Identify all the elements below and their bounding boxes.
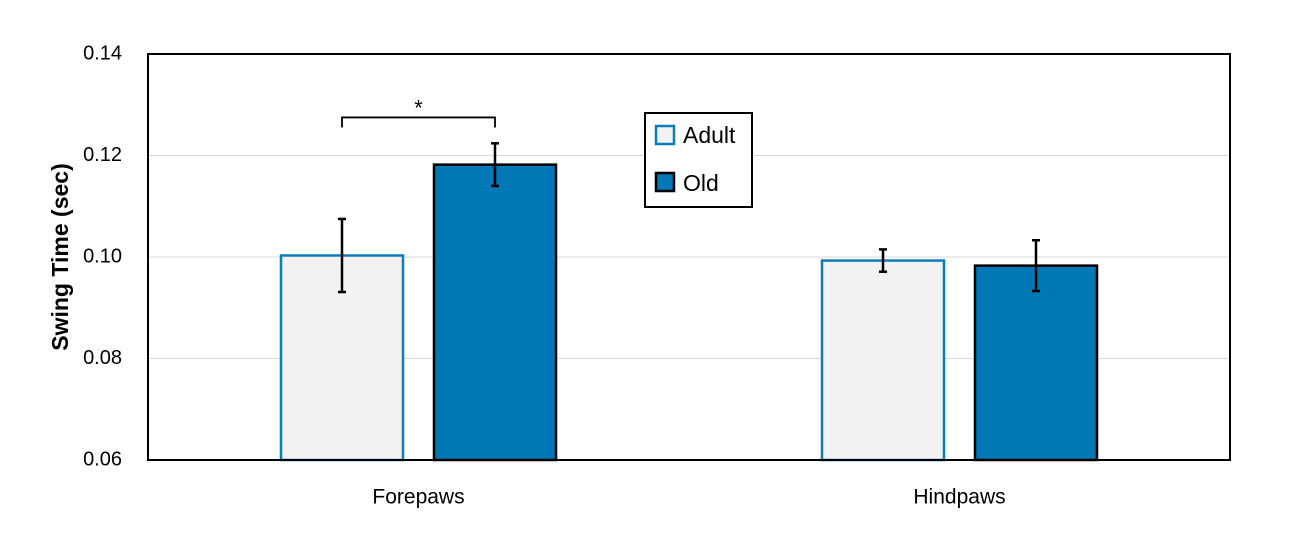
bar-adult-hindpaws <box>820 259 946 462</box>
significance-bracket: * <box>341 95 496 128</box>
y-tick-label: 0.12 <box>83 144 122 166</box>
y-tick-label: 0.10 <box>83 245 122 267</box>
error-bar-adult-hindpaws <box>879 248 887 273</box>
error-bar-adult-forepaws <box>338 217 346 294</box>
legend-swatch-adult <box>654 124 676 146</box>
significance-asterisk: * <box>414 95 423 120</box>
plot-area-frame <box>147 53 1231 461</box>
y-tick-label: 0.06 <box>83 448 122 470</box>
y-tick-label: 0.14 <box>83 42 122 64</box>
legend-swatch-old <box>654 171 676 193</box>
significance-annotations: * <box>341 95 496 128</box>
error-bar-old-hindpaws <box>1032 239 1040 293</box>
x-axis-ticks: Forepaws Hindpaws <box>372 486 1005 509</box>
x-tick-label: Forepaws <box>372 486 464 509</box>
error-bar-old-forepaws <box>491 142 499 188</box>
y-axis-label: Swing Time (sec) <box>47 163 73 350</box>
bars <box>279 163 1099 462</box>
legend-label-old: Old <box>683 170 719 196</box>
y-tick-label: 0.08 <box>83 347 122 369</box>
error-bars <box>338 142 1040 294</box>
bar-old-hindpaws <box>973 264 1099 462</box>
bar-old-forepaws <box>432 163 558 462</box>
legend-label-adult: Adult <box>683 122 736 148</box>
y-axis-ticks: 0.06 0.08 0.10 0.12 0.14 <box>83 42 122 470</box>
x-tick-label: Hindpaws <box>913 486 1005 509</box>
legend: Adult Old <box>644 112 753 208</box>
